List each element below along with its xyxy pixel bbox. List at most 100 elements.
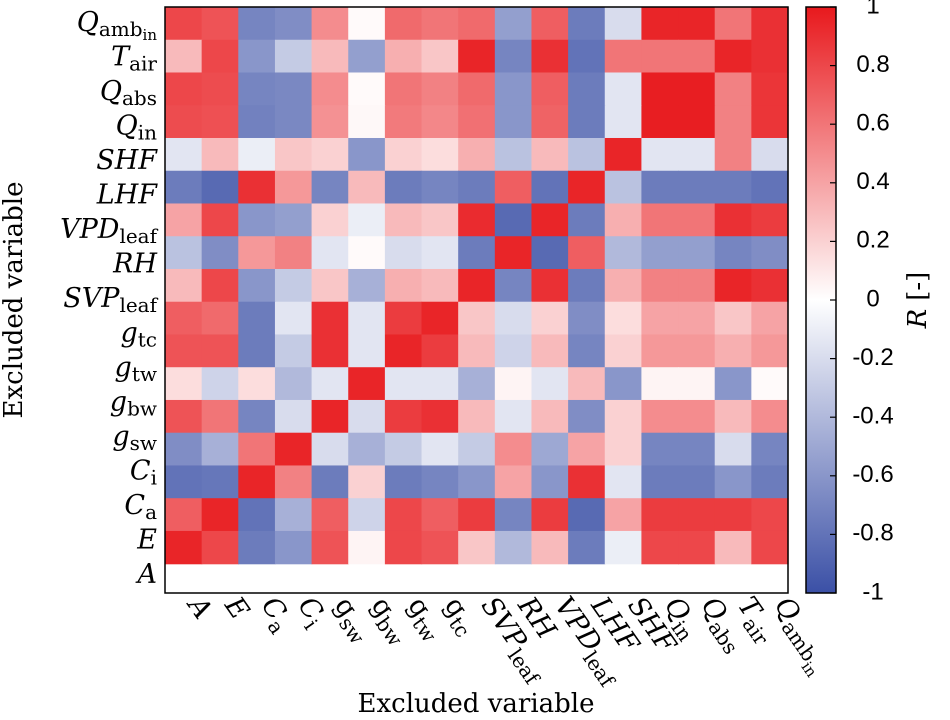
heatmap-cell [274, 530, 313, 565]
heatmap-cell [494, 399, 533, 434]
heatmap-cell [751, 203, 789, 237]
heatmap-cell [165, 498, 203, 532]
heatmap-cell [348, 170, 386, 205]
heatmap-cell [384, 465, 423, 499]
heatmap-cell [494, 530, 533, 565]
heatmap-cell [238, 105, 276, 139]
heatmap-cell [751, 498, 789, 532]
heatmap-cell [348, 399, 386, 434]
colorbar-ticks: 1 0.8 0.6 0.4 0.2 0 -0.2 -0.4 -0.6 -0.8 -1 [830, 0, 894, 605]
heatmap-cell [678, 236, 716, 270]
heatmap-cell [311, 105, 349, 139]
heatmap-cell [201, 399, 239, 434]
heatmap-cell [641, 334, 679, 368]
heatmap-cell [568, 498, 606, 532]
heatmap-cell [604, 530, 643, 565]
colorbar-tick-label: -0.8 [852, 520, 893, 547]
heatmap-cell [274, 465, 313, 499]
heatmap-cell [641, 236, 679, 270]
heatmap-cell [238, 268, 276, 303]
heatmap-cell [421, 399, 459, 434]
heatmap-cell [531, 268, 569, 303]
heatmap-cell [714, 301, 752, 336]
heatmap-cell [751, 39, 789, 74]
x-tick-label: E [218, 590, 255, 625]
heatmap-cell [714, 399, 752, 434]
heatmap-cell [165, 137, 203, 172]
heatmap-cell [384, 367, 423, 401]
heatmap-cell [421, 105, 459, 139]
heatmap-cell [348, 334, 386, 368]
heatmap-cell [751, 105, 789, 139]
heatmap-cell [678, 72, 716, 106]
heatmap-cell [201, 334, 239, 368]
heatmap-cell [678, 399, 716, 434]
heatmap-cell [678, 301, 716, 336]
heatmap-cell [311, 137, 349, 172]
heatmap-cell [458, 39, 496, 74]
heatmap-cell [568, 203, 606, 237]
heatmap-cell [421, 301, 459, 336]
y-tick-label: Qabs [100, 76, 157, 110]
heatmap-cell [458, 432, 496, 467]
heatmap-cell [165, 72, 203, 106]
heatmap-cell [751, 170, 789, 205]
heatmap-cell [165, 334, 203, 368]
heatmap-cell [458, 137, 496, 172]
y-tick-label: Ci [130, 455, 157, 489]
colorbar-tick-label: 0 [866, 285, 879, 312]
y-tick-label: Qambin [77, 7, 158, 45]
y-tick-label: gsw [112, 420, 157, 454]
heatmap-cell [568, 268, 606, 303]
heatmap-cell [531, 39, 569, 74]
heatmap-cell [714, 72, 752, 106]
x-tick-label: Ca [251, 591, 299, 638]
heatmap-cell [201, 137, 239, 172]
heatmap-cell [714, 39, 752, 74]
heatmap-cell [421, 72, 459, 106]
heatmap-cell [274, 170, 313, 205]
heatmap-cell [568, 137, 606, 172]
heatmap-cell [568, 432, 606, 467]
heatmap-cell [714, 498, 752, 532]
heatmap-cell [604, 367, 643, 401]
heatmap-cell [458, 7, 496, 41]
heatmap-cell [604, 432, 643, 467]
colorbar-title-unit: [-] [903, 272, 933, 301]
heatmap-cell [568, 301, 606, 336]
heatmap-cell [384, 105, 423, 139]
heatmap-cell [274, 399, 313, 434]
heatmap-cell [274, 498, 313, 532]
x-tick-label: gsw [324, 591, 379, 648]
heatmap-cell [348, 236, 386, 270]
heatmap-cell [531, 432, 569, 467]
heatmap-cell [311, 203, 349, 237]
heatmap-cell [421, 334, 459, 368]
heatmap-cell [201, 236, 239, 270]
heatmap-cell [384, 203, 423, 237]
y-tick-label: Tair [111, 41, 157, 75]
heatmap-cell [531, 530, 569, 565]
heatmap-cell [751, 465, 789, 499]
heatmap-cell [678, 465, 716, 499]
heatmap-cell [165, 7, 203, 41]
heatmap-cell [641, 498, 679, 532]
heatmap-cell [348, 203, 386, 237]
heatmap-cell [678, 268, 716, 303]
heatmap-cell [421, 432, 459, 467]
heatmap-cell [311, 530, 349, 565]
heatmap-cell [201, 105, 239, 139]
colorbar-tick-label: -0.6 [852, 461, 893, 488]
heatmap-cell [201, 39, 239, 74]
heatmap-cell [751, 268, 789, 303]
heatmap-cell [458, 498, 496, 532]
heatmap-cell [494, 301, 533, 336]
heatmap-cell [165, 530, 203, 565]
heatmap-cell [714, 7, 752, 41]
heatmap-cell [531, 170, 569, 205]
heatmap-cell [238, 465, 276, 499]
heatmap-cell [274, 334, 313, 368]
heatmap-cell [348, 72, 386, 106]
